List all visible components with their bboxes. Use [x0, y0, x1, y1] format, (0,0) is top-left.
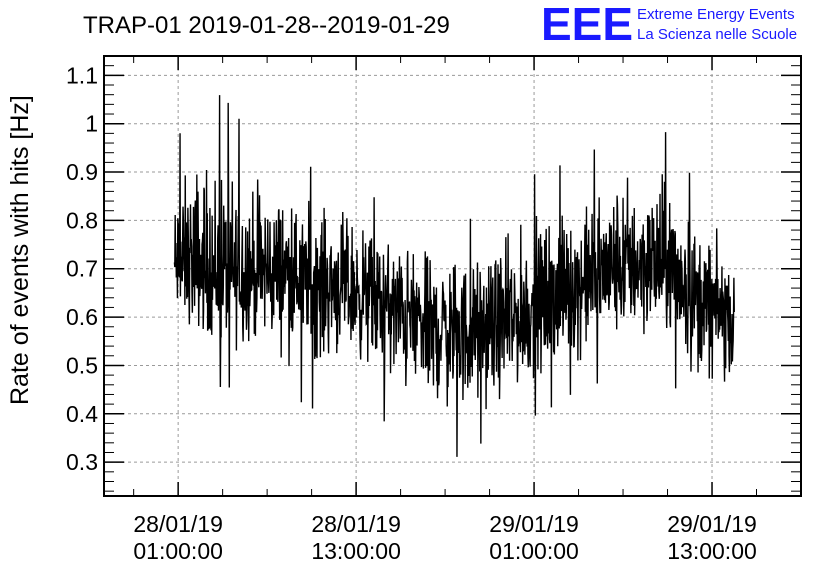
y-tick-labels: 0.3 0.4 0.5 0.6 0.7 0.8 0.9 1 1.1 [66, 62, 98, 475]
logo-line-1: Extreme Energy Events [637, 6, 795, 23]
series-group [173, 95, 735, 457]
y-tick-label: 0.6 [66, 304, 98, 330]
y-tick-label: 1.1 [66, 62, 98, 88]
x-tick-label-date: 28/01/19 [311, 511, 401, 537]
x-tick-label-date: 29/01/19 [489, 511, 579, 537]
axis-ticks [104, 55, 802, 496]
x-tick-label-date: 28/01/19 [133, 511, 223, 537]
y-axis-title: Rate of events with hits [Hz] [6, 95, 34, 405]
eee-logo: EEE Extreme Energy Events La Scienza nel… [541, 0, 797, 50]
logo-mark: EEE [541, 0, 633, 50]
x-tick-labels: 28/01/1901:00:0028/01/1913:00:0029/01/19… [133, 511, 756, 564]
y-tick-label: 0.9 [66, 159, 98, 185]
logo-line-2: La Scienza nelle Scuole [637, 26, 797, 43]
x-tick-label-time: 01:00:00 [489, 538, 579, 564]
y-tick-label: 0.4 [66, 401, 98, 427]
x-tick-label-date: 29/01/19 [667, 511, 757, 537]
y-tick-label: 1 [85, 111, 98, 137]
y-tick-label: 0.5 [66, 352, 98, 378]
x-tick-label-time: 13:00:00 [311, 538, 401, 564]
chart-title: TRAP-01 2019-01-28--2019-01-29 [83, 12, 450, 39]
data-series-line [173, 95, 735, 457]
x-tick-label-time: 13:00:00 [667, 538, 757, 564]
y-tick-label: 0.3 [66, 449, 98, 475]
plot-frame [103, 55, 802, 497]
y-tick-label: 0.7 [66, 256, 98, 282]
x-tick-label-time: 01:00:00 [133, 538, 223, 564]
y-tick-label: 0.8 [66, 207, 98, 233]
